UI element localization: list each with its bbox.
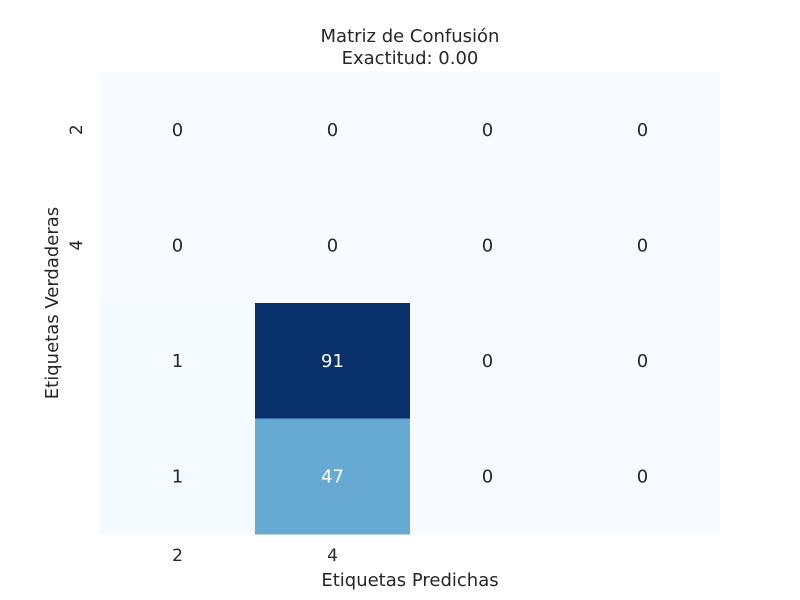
heatmap-annotations: 0 0 0 0 0 0 0 0 1 91 0 0 1 47 0 0 <box>172 120 648 488</box>
x-tick-label-1: 4 <box>327 546 338 566</box>
cell-value-r1-c0: 0 <box>172 235 183 256</box>
cell-value-r3-c2: 0 <box>482 466 493 487</box>
cell-value-r1-c1: 0 <box>327 235 338 256</box>
y-axis-label: Etiquetas Verdaderas <box>42 207 63 399</box>
heatmap-cell-r0-c1 <box>255 72 411 188</box>
heatmap-cell-r1-c2 <box>410 187 566 304</box>
heatmap-cell-r3-c3 <box>565 418 721 535</box>
cell-value-r0-c1: 0 <box>327 120 338 141</box>
cell-value-r2-c2: 0 <box>482 351 493 372</box>
cell-value-r1-c3: 0 <box>637 235 648 256</box>
chart-title-line-2: Exactitud: 0.00 <box>342 48 479 69</box>
cell-value-r3-c1: 47 <box>321 466 344 487</box>
chart-title-line-1: Matriz de Confusión <box>321 26 500 47</box>
cell-value-r2-c3: 0 <box>637 351 648 372</box>
cell-value-r3-c0: 1 <box>172 466 183 487</box>
heatmap-cell-r2-c0 <box>100 303 256 419</box>
cell-value-r0-c0: 0 <box>172 120 183 141</box>
y-tick-labels: 24 <box>67 124 87 250</box>
heatmap-cell-r1-c0 <box>100 187 256 304</box>
y-tick-label-0: 2 <box>67 124 87 135</box>
heatmap-cell-r1-c1 <box>255 187 411 304</box>
cell-value-r2-c0: 1 <box>172 351 183 372</box>
chart-title: Matriz de Confusión Exactitud: 0.00 <box>321 26 500 69</box>
x-tick-label-0: 2 <box>172 546 183 566</box>
heatmap-cells <box>100 72 721 535</box>
cell-value-r3-c3: 0 <box>637 466 648 487</box>
heatmap-cell-r2-c2 <box>410 303 566 419</box>
heatmap-cell-r0-c3 <box>565 72 721 188</box>
heatmap-cell-r2-c3 <box>565 303 721 419</box>
cell-value-r2-c1: 91 <box>321 351 344 372</box>
heatmap-cell-r1-c3 <box>565 187 721 304</box>
x-axis-label: Etiquetas Predichas <box>321 570 498 591</box>
heatmap-cell-r2-c1 <box>255 303 411 419</box>
cell-value-r0-c3: 0 <box>637 120 648 141</box>
y-tick-label-1: 4 <box>67 240 87 251</box>
heatmap-cell-r3-c0 <box>100 418 256 535</box>
cell-value-r1-c2: 0 <box>482 235 493 256</box>
heatmap-cell-r0-c2 <box>410 72 566 188</box>
heatmap-cell-r3-c1 <box>255 418 411 535</box>
heatmap-cell-r0-c0 <box>100 72 256 188</box>
cell-value-r0-c2: 0 <box>482 120 493 141</box>
heatmap-cell-r3-c2 <box>410 418 566 535</box>
